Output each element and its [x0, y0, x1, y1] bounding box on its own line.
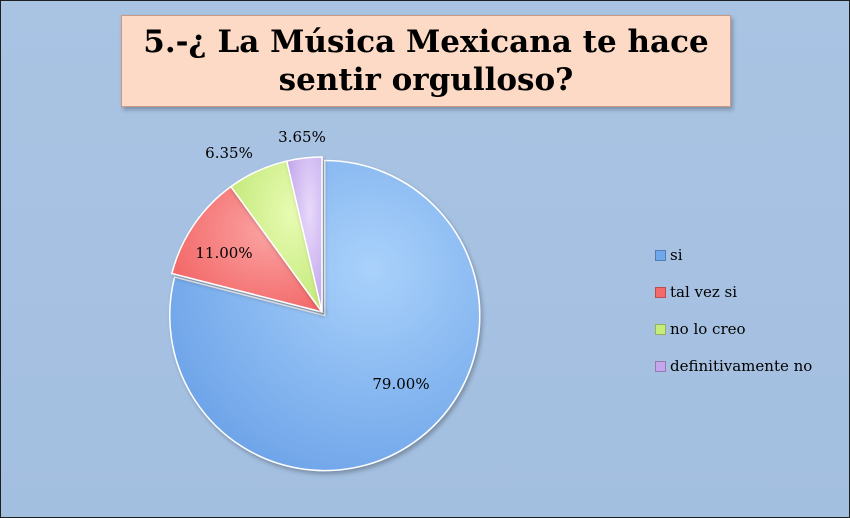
slice-label-si: 79.00% [372, 375, 429, 393]
legend-swatch-tal-vez-si [655, 286, 666, 298]
pie-slice-tal-vez-si [170, 185, 324, 314]
legend-label-definitivamente-no: definitivamente no [670, 357, 813, 375]
legend-item-no-lo-creo: no lo creo [655, 319, 812, 339]
legend-swatch-no-lo-creo [655, 323, 666, 335]
legend-item-definitivamente-no: definitivamente no [655, 356, 812, 376]
slice-label-tal-vez-si: 11.00% [195, 244, 252, 262]
pie-slice-definitivamente-no [285, 156, 323, 313]
legend-swatch-definitivamente-no [655, 360, 666, 372]
legend-item-si: si [655, 245, 812, 265]
chart-title-box: 5.-¿ La Música Mexicana te hace sentir o… [121, 15, 731, 107]
legend-item-tal-vez-si: tal vez si [655, 282, 812, 302]
slice-label-no-lo-creo: 6.35% [205, 144, 253, 162]
pie-slice-si [169, 159, 481, 472]
legend-label-tal-vez-si: tal vez si [670, 283, 738, 301]
slice-label-definitivamente-no: 3.65% [278, 128, 326, 146]
legend-swatch-si [655, 249, 666, 261]
chart-title: 5.-¿ La Música Mexicana te hace sentir o… [143, 24, 709, 98]
legend-label-si: si [670, 246, 683, 264]
legend: si tal vez si no lo creo definitivamente… [655, 245, 812, 393]
legend-label-no-lo-creo: no lo creo [670, 320, 746, 338]
